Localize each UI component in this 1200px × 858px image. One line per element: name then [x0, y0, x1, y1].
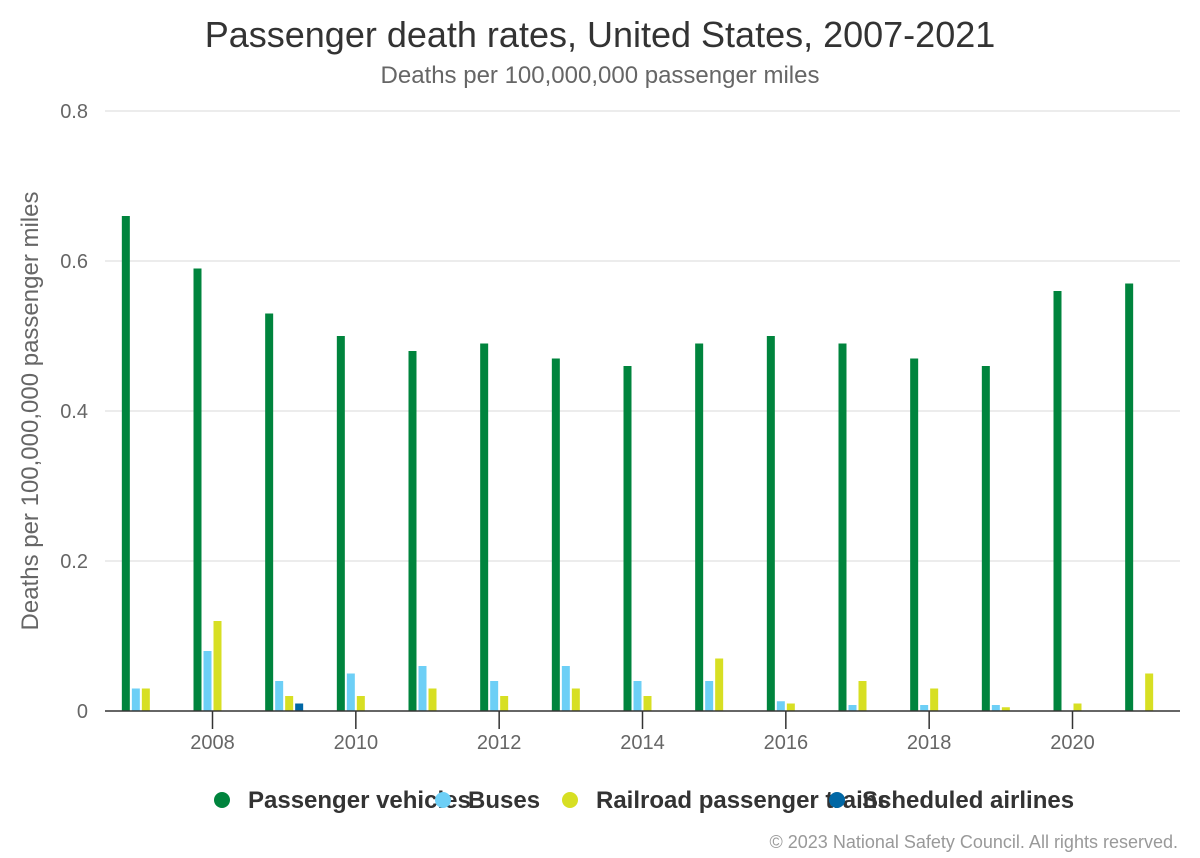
- x-tick-label: 2012: [477, 732, 522, 754]
- bar-railroad-passenger-trains-2013: [571, 688, 580, 711]
- bar-passenger-vehicles-2012: [480, 343, 489, 711]
- bars: [121, 216, 1154, 711]
- bar-railroad-passenger-trains-2007: [141, 688, 150, 711]
- x-axis-ticks: 2008 2010 2012 2014 2016 2018 2020: [190, 711, 1095, 754]
- bar-passenger-vehicles-2018: [910, 358, 919, 711]
- bar-railroad-passenger-trains-2015: [715, 658, 724, 711]
- x-tick-label: 2014: [620, 732, 665, 754]
- bar-buses-2008: [203, 651, 212, 711]
- bar-passenger-vehicles-2021: [1125, 283, 1134, 711]
- bar-railroad-passenger-trains-2014: [643, 696, 652, 711]
- bar-scheduled-airlines-2009: [295, 703, 304, 711]
- legend-label: Scheduled airlines: [862, 787, 1074, 814]
- x-tick-label: 2016: [764, 732, 809, 754]
- bar-passenger-vehicles-2011: [408, 351, 417, 711]
- bar-railroad-passenger-trains-2012: [500, 696, 509, 711]
- bar-buses-2007: [131, 688, 140, 711]
- bar-buses-2009: [275, 681, 284, 711]
- bar-railroad-passenger-trains-2010: [356, 696, 365, 711]
- grid-lines: [105, 110, 1180, 562]
- bar-railroad-passenger-trains-2016: [786, 703, 795, 711]
- y-tick-label: 0.4: [60, 401, 88, 423]
- bar-buses-2015: [705, 681, 714, 711]
- bar-passenger-vehicles-2013: [551, 358, 560, 711]
- x-tick-label: 2008: [190, 732, 235, 754]
- legend-marker: [435, 792, 451, 808]
- bar-railroad-passenger-trains-2008: [213, 621, 222, 711]
- bar-passenger-vehicles-2020: [1053, 291, 1062, 711]
- y-tick-label: 0.6: [60, 251, 88, 273]
- y-tick-label: 0.8: [60, 101, 88, 123]
- legend-marker: [562, 792, 578, 808]
- bar-passenger-vehicles-2015: [695, 343, 704, 711]
- bar-railroad-passenger-trains-2011: [428, 688, 437, 711]
- chart-subtitle: Deaths per 100,000,000 passenger miles: [380, 62, 820, 89]
- bar-buses-2019: [991, 705, 1000, 711]
- legend-marker: [214, 792, 230, 808]
- bar-buses-2017: [848, 705, 857, 711]
- bar-passenger-vehicles-2017: [838, 343, 847, 711]
- bar-railroad-passenger-trains-2019: [1001, 707, 1010, 711]
- chart-title: Passenger death rates, United States, 20…: [204, 14, 996, 55]
- bar-railroad-passenger-trains-2020: [1073, 703, 1082, 711]
- y-axis-title: Deaths per 100,000,000 passenger miles: [17, 192, 44, 631]
- bar-buses-2014: [633, 681, 642, 711]
- bar-passenger-vehicles-2010: [336, 336, 345, 711]
- y-tick-label: 0: [77, 701, 88, 723]
- bar-passenger-vehicles-2016: [766, 336, 775, 711]
- bar-buses-2016: [776, 701, 785, 711]
- bar-railroad-passenger-trains-2021: [1145, 673, 1154, 711]
- bar-buses-2011: [418, 666, 427, 711]
- y-axis-ticks: 0 0.2 0.4 0.6 0.8: [60, 101, 88, 723]
- bar-passenger-vehicles-2007: [121, 216, 130, 711]
- bar-railroad-passenger-trains-2017: [858, 681, 867, 711]
- legend-label: Buses: [468, 787, 540, 814]
- credit-text: © 2023 National Safety Council. All righ…: [770, 832, 1178, 852]
- bar-buses-2013: [561, 666, 570, 711]
- bar-buses-2018: [920, 705, 929, 711]
- bar-passenger-vehicles-2019: [981, 366, 990, 711]
- bar-railroad-passenger-trains-2009: [285, 696, 294, 711]
- bar-buses-2010: [346, 673, 355, 711]
- bar-buses-2012: [490, 681, 499, 711]
- legend-label: Railroad passenger trains: [596, 787, 891, 814]
- y-tick-label: 0.2: [60, 551, 88, 573]
- x-tick-label: 2010: [334, 732, 379, 754]
- bar-passenger-vehicles-2008: [193, 268, 202, 711]
- legend-marker: [829, 792, 845, 808]
- legend-label: Passenger vehicles: [248, 787, 471, 814]
- x-tick-label: 2018: [907, 732, 952, 754]
- bar-railroad-passenger-trains-2018: [930, 688, 939, 711]
- bar-passenger-vehicles-2009: [265, 313, 274, 711]
- x-tick-label: 2020: [1050, 732, 1095, 754]
- bar-passenger-vehicles-2014: [623, 366, 632, 711]
